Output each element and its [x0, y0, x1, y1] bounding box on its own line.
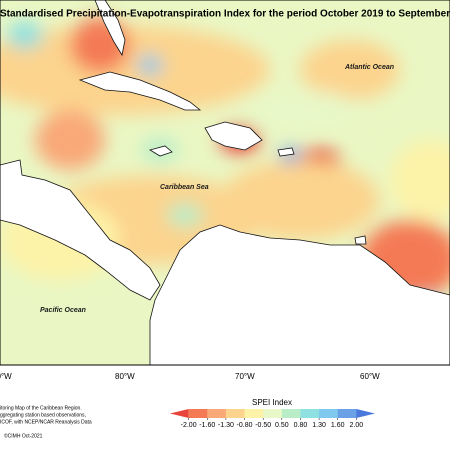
sea-label: Caribbean Sea [160, 184, 209, 191]
trinidad [354, 235, 367, 245]
puerto-rico [277, 147, 295, 157]
map-area [0, 0, 450, 365]
ocean-label: Pacific Ocean [40, 307, 86, 314]
jamaica [148, 145, 173, 157]
longitude-label: 80°W [115, 372, 135, 381]
longitude-label: 70°W [235, 372, 255, 381]
colorbar-segment [281, 409, 301, 418]
map-frame [0, 0, 450, 366]
colorbar-tick-label: 1.30 [312, 422, 326, 429]
south-america [149, 224, 450, 365]
colorbar-segment [188, 409, 208, 418]
colorbar-segment [225, 409, 245, 418]
colorbar-tick-label: -2.00 [181, 422, 197, 429]
colorbar-end [356, 409, 375, 418]
colorbar-segment [319, 409, 339, 418]
colorbar-segment [244, 409, 264, 418]
map-title: Standardised Precipitation-Evapotranspir… [0, 9, 450, 20]
ocean-label: Atlantic Ocean [344, 64, 394, 71]
colorbar-end [170, 409, 189, 418]
colorbar-tick-label: -0.80 [237, 422, 253, 429]
colorbar-segment [263, 409, 283, 418]
longitude-label: 60°W [360, 372, 380, 381]
footer-line: itoring Map of the Caribbean Region. [0, 405, 82, 411]
longitude-label: 90°W [0, 372, 12, 381]
colorbar-segment [300, 409, 320, 418]
colorbar-segment [337, 409, 357, 418]
footer-line: ggregating station based observations, [0, 412, 86, 418]
colorbar-tick-label: 0.50 [275, 422, 289, 429]
colorbar-tick-label: -1.30 [218, 422, 234, 429]
cuba [78, 71, 202, 111]
hispaniola [204, 121, 263, 151]
colorbar-tick-label: 1.60 [331, 422, 345, 429]
colorbar-tick-label: 0.80 [294, 422, 308, 429]
colorbar-tick-label: -0.50 [255, 422, 271, 429]
legend-title: SPEI Index [252, 398, 292, 407]
colorbar-tick-label: -1.60 [199, 422, 215, 429]
footer-line: ICOF, with NCEP/NCAR Reanalysis Data [0, 419, 92, 425]
central-america [0, 159, 161, 301]
florida [94, 0, 126, 57]
colorbar-segment [207, 409, 227, 418]
colorbar-tick-label: 2.00 [350, 422, 364, 429]
footer-credit: ©CIMH Oct-2021 [4, 432, 43, 439]
